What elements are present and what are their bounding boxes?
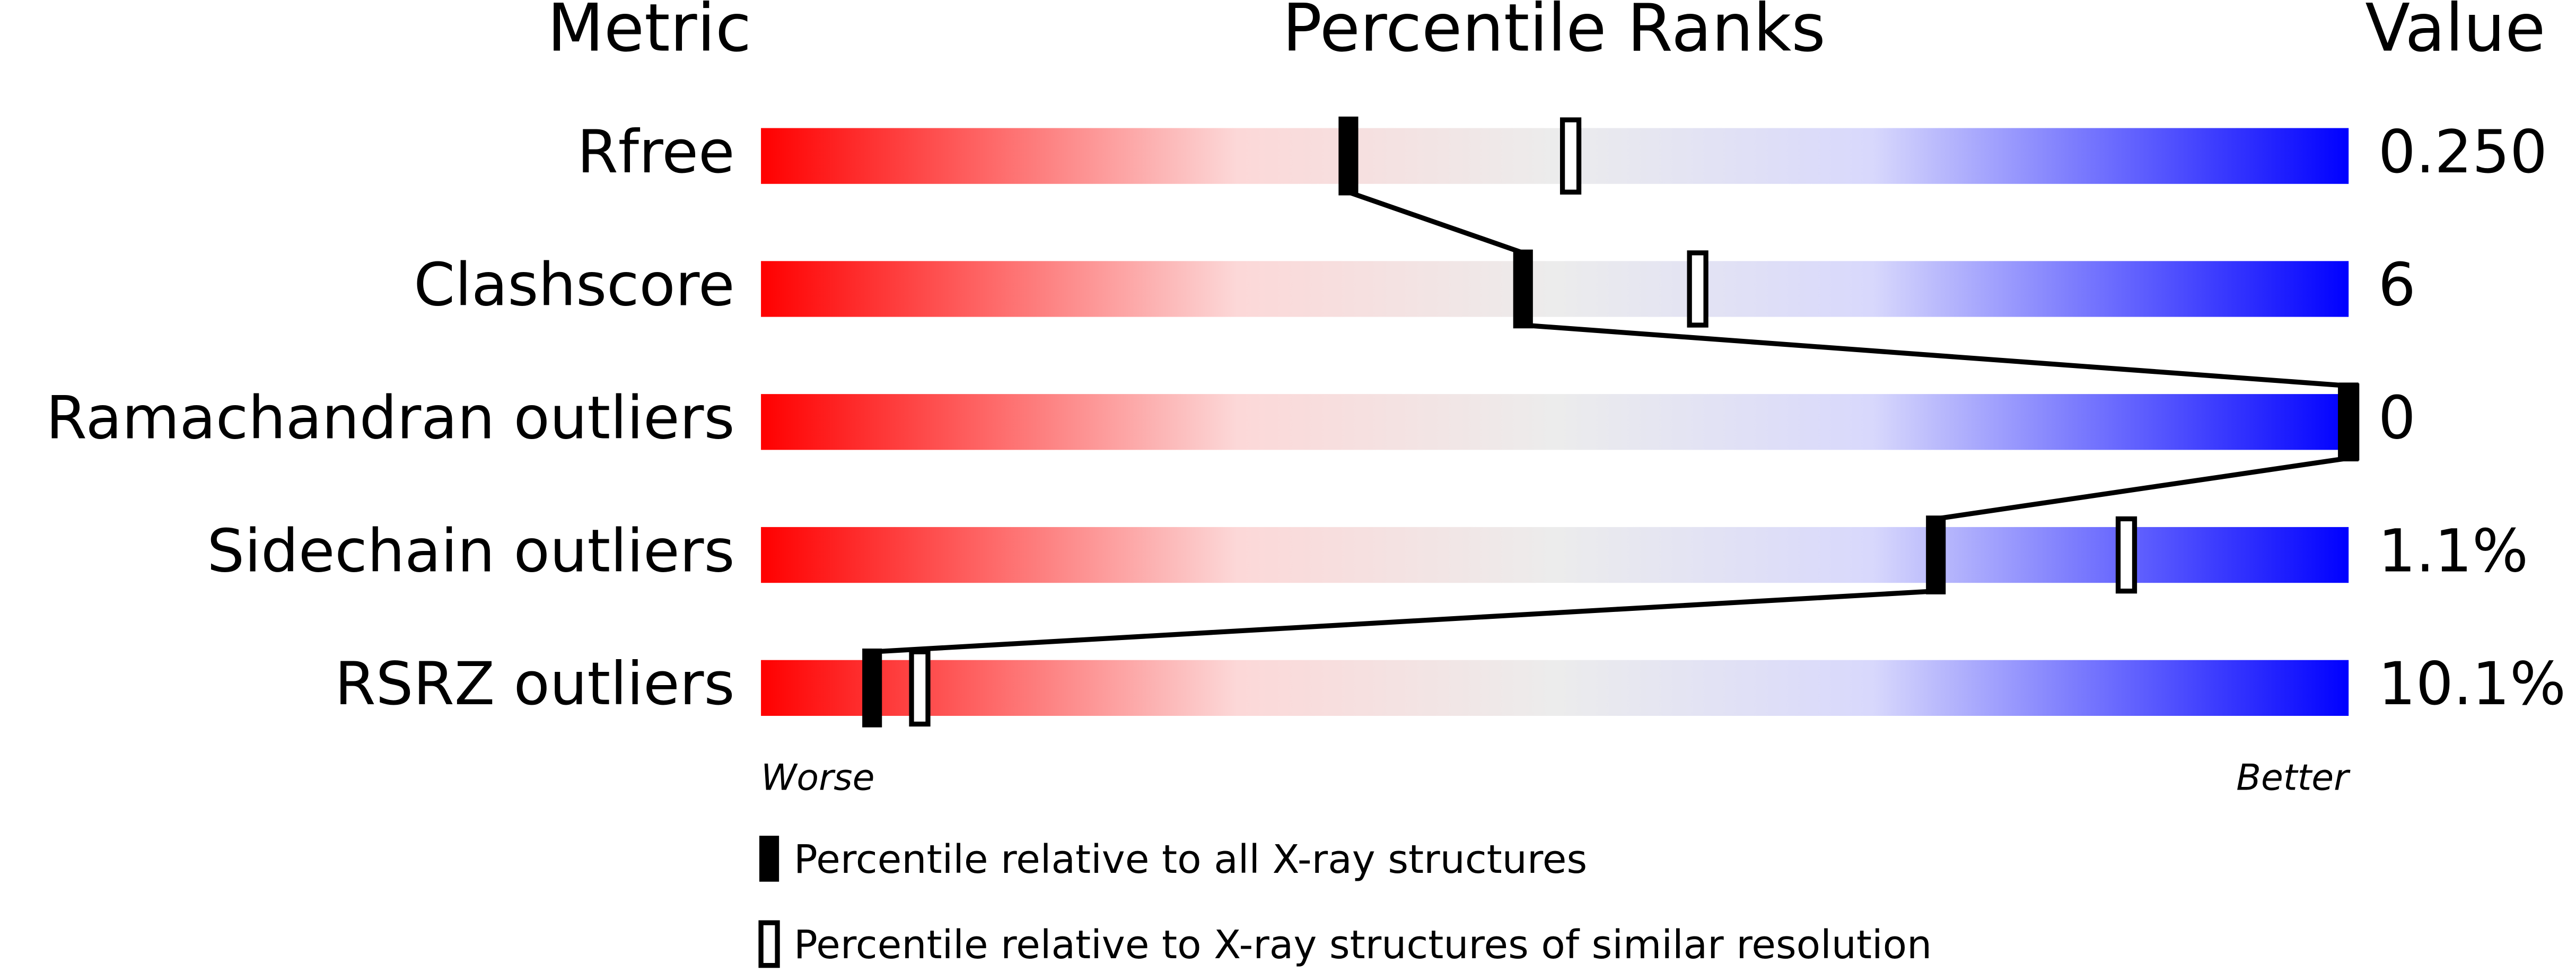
header-metric: Metric xyxy=(547,0,751,67)
better-label: Better xyxy=(2236,757,2351,799)
legend-swatch-all xyxy=(759,836,779,882)
percentile-bar xyxy=(761,128,2349,184)
connector xyxy=(1935,456,2349,522)
worse-label: Worse xyxy=(761,757,874,799)
metric-value: 1.1% xyxy=(2378,517,2528,585)
metric-label: Ramachandran outliers xyxy=(46,384,735,452)
header-value: Value xyxy=(2365,0,2545,67)
percentile-bar xyxy=(761,660,2349,716)
metric-value: 0 xyxy=(2378,384,2416,452)
marker-similar xyxy=(1559,117,1582,195)
percentile-bar xyxy=(761,394,2349,450)
connector xyxy=(872,589,1936,654)
percentile-bar xyxy=(761,527,2349,583)
connector xyxy=(1347,189,1524,256)
percentile-bar xyxy=(761,261,2349,317)
marker-similar xyxy=(2115,516,2137,594)
metric-value: 10.1% xyxy=(2378,650,2566,719)
legend-swatch-similar xyxy=(758,920,780,968)
header-percentile: Percentile Ranks xyxy=(1282,0,1825,67)
connector xyxy=(1522,322,2349,389)
metric-label: Clashscore xyxy=(414,251,734,320)
metric-label: Sidechain outliers xyxy=(207,517,734,585)
marker-all xyxy=(1338,116,1359,196)
marker-all xyxy=(862,649,882,728)
marker-all xyxy=(1513,249,1533,329)
metric-label: RSRZ outliers xyxy=(335,650,734,719)
metric-value: 0.250 xyxy=(2378,118,2547,187)
marker-similar xyxy=(1687,250,1708,328)
marker-all xyxy=(1926,515,1946,594)
legend-label: Percentile relative to X-ray structures … xyxy=(794,922,1932,968)
marker-all xyxy=(2338,382,2359,462)
legend-label: Percentile relative to all X-ray structu… xyxy=(794,836,1587,882)
marker-similar xyxy=(909,649,931,727)
metric-label: Rfree xyxy=(577,118,734,187)
metric-value: 6 xyxy=(2378,251,2416,320)
